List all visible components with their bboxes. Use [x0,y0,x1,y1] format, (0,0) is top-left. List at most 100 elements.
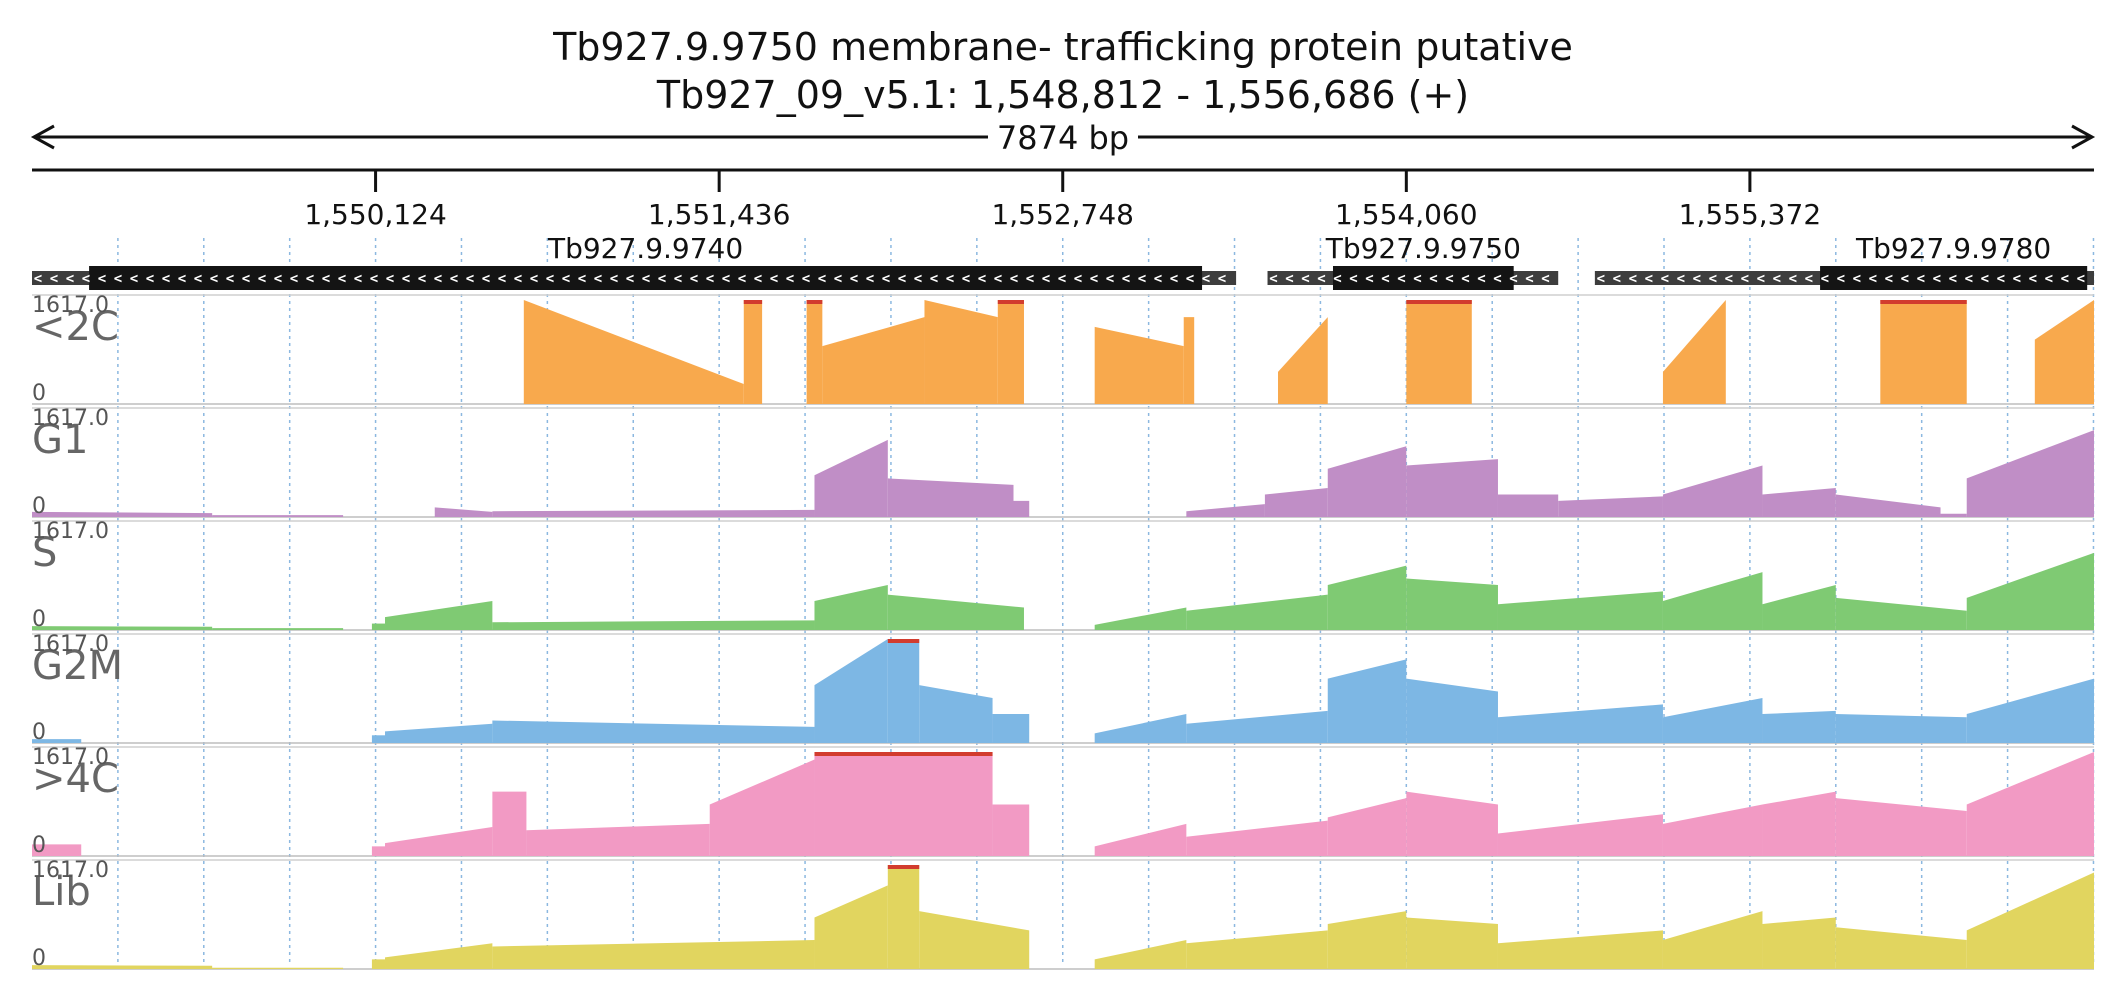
chevron-left-icon: < [546,271,554,287]
coverage-area [1013,500,1030,517]
chevron-left-icon: < [658,271,666,287]
coverage-area [385,943,493,969]
chevron-left-icon: < [194,271,202,287]
coverage-area [492,720,815,743]
coverage-area [1406,678,1498,743]
clipping-marker [887,865,920,869]
track-name-label: G2M [32,643,123,689]
chevron-left-icon: < [242,271,250,287]
coverage-area [385,601,493,630]
chevron-left-icon: < [114,271,122,287]
chevron-left-icon: < [738,271,746,287]
coverage-area [1406,300,1472,404]
clipping-marker [1406,300,1472,304]
chevron-left-icon: < [818,271,826,287]
clipping-marker [743,300,763,304]
chevron-left-icon: < [1613,271,1621,287]
chevron-left-icon: < [418,271,426,287]
chevron-left-icon: < [466,271,474,287]
coverage-area [1662,697,1763,743]
coverage-area [1762,710,1836,743]
coverage-area [1094,607,1187,630]
coverage-area [371,846,386,856]
gene-feature: < < < < < < < < < < < < < < < < < < < < < < < < < < < < < < < Tb927.9.9… [1594,232,2094,290]
gene-label: Tb927.9.9740 [547,232,743,265]
track-name-label: <2C [32,304,119,350]
coverage-area [492,620,815,630]
coverage-area [1662,300,1726,404]
chevron-left-icon: < [386,271,394,287]
coverage-area [212,628,344,630]
chevron-left-icon: < [226,271,234,287]
coverage-area [806,300,823,404]
coverage-area [924,300,998,404]
coverage-area [1835,494,1941,517]
chevron-left-icon: < [130,271,138,287]
chevron-left-icon: < [674,271,682,287]
coverage-area [1835,927,1967,969]
chevron-left-icon: < [306,271,314,287]
clipping-marker [1880,300,1967,304]
chevron-left-icon: < [1997,271,2005,287]
chevron-left-icon: < [1090,271,1098,287]
coverage-area [887,865,920,969]
track-max-label: 1617.0 [32,519,109,544]
coverage-area [919,685,993,743]
coverage-area [1327,446,1407,517]
chevron-left-icon: < [2045,271,2053,287]
coverage-area [1094,714,1187,743]
chevron-left-icon: < [1493,271,1501,287]
chevron-left-icon: < [1106,271,1114,287]
gene-cds [1820,266,2088,290]
chevron-left-icon: < [162,271,170,287]
chevron-left-icon: < [258,271,266,287]
track-min-label: 0 [32,607,46,632]
chevron-left-icon: < [994,271,1002,287]
coverage-area [919,911,1030,969]
chevron-left-icon: < [1333,271,1341,287]
chevron-left-icon: < [1445,271,1453,287]
chevron-left-icon: < [1461,271,1469,287]
span-length-label: 7874 bp [997,119,1129,157]
coverage-area [1662,465,1763,517]
chevron-left-icon: < [1741,271,1749,287]
coverage-area [1662,804,1763,856]
chevron-left-icon: < [1186,271,1194,287]
chevron-left-icon: < [962,271,970,287]
chevron-left-icon: < [434,271,442,287]
coverage-area [1558,496,1663,517]
chevron-left-icon: < [1301,271,1309,287]
track-min-label: 0 [32,720,46,745]
track-min-label: 0 [32,946,46,971]
coverage-area [434,507,493,517]
chevron-left-icon: < [578,271,586,287]
coverage-area [1094,940,1187,969]
chevron-left-icon: < [1429,271,1437,287]
arrow-left-icon [30,124,55,150]
coverage-area [1662,911,1763,969]
chevron-left-icon: < [338,271,346,287]
arrow-right-icon [2071,124,2096,150]
chevron-left-icon: < [690,271,698,287]
chevron-left-icon: < [1010,271,1018,287]
coverage-area [814,639,888,743]
coverage-area [371,735,386,743]
coverage-area [1497,591,1663,630]
axis-tick-label: 1,554,060 [1335,198,1478,231]
chevron-left-icon: < [1629,271,1637,287]
chevron-left-icon: < [1773,271,1781,287]
chevron-left-icon: < [322,271,330,287]
chevron-left-icon: < [1853,271,1861,287]
chevron-left-icon: < [1026,271,1034,287]
chevron-left-icon: < [1285,271,1293,287]
axis-tick-label: 1,550,124 [304,198,447,231]
coverage-area [1094,823,1187,856]
coverage-area [1966,552,2094,630]
coverage-area [371,623,386,630]
gene-cds [89,266,1203,290]
chevron-left-icon: < [946,271,954,287]
coverage-area [1264,488,1328,517]
